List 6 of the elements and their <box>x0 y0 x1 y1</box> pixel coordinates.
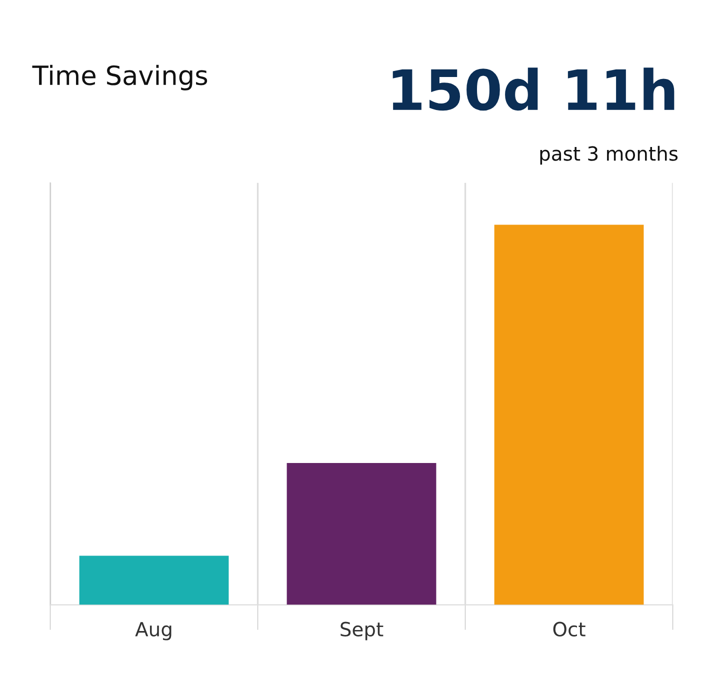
x-tick-label: Sept <box>340 622 384 640</box>
x-tick-label: Aug <box>135 622 172 640</box>
chart-subtitle: 150d 11h <box>392 68 674 111</box>
chart-title: Time Savings <box>32 64 208 90</box>
x-tick-label: Oct <box>553 622 586 637</box>
text: past 3 months <box>540 146 678 165</box>
